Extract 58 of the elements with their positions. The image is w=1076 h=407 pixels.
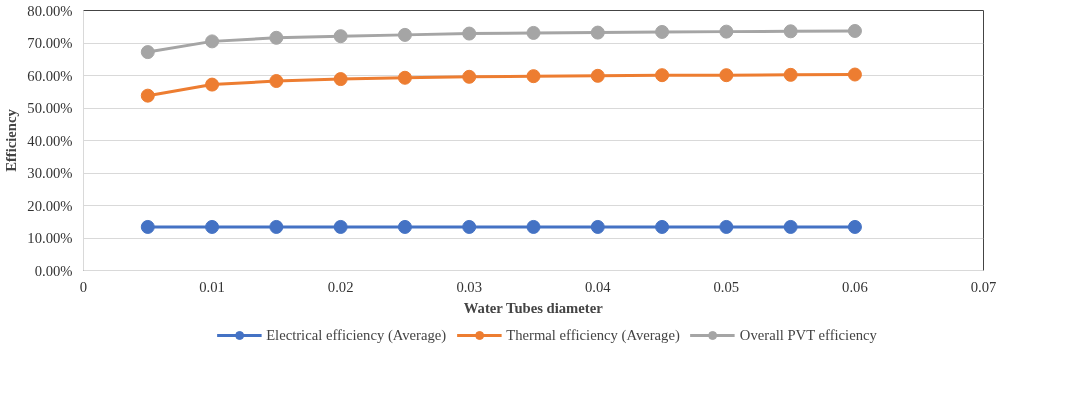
point — [140, 45, 155, 60]
point — [783, 219, 798, 234]
point — [719, 219, 734, 234]
x-tick-label: 0.05 — [713, 278, 740, 295]
point — [783, 67, 798, 82]
x-tick-label: 0.04 — [584, 278, 612, 295]
point — [462, 26, 477, 41]
x-tick-label: 0 — [79, 278, 88, 295]
point — [140, 88, 155, 103]
legend-label: Overall PVT efficiency — [739, 326, 877, 344]
point — [269, 219, 284, 234]
x-tick-label: 0.01 — [199, 278, 225, 295]
point — [333, 219, 348, 234]
point — [526, 219, 541, 234]
point — [397, 70, 412, 85]
point — [847, 219, 862, 234]
point — [783, 24, 798, 39]
point — [526, 69, 541, 84]
y-tick-label: 40.00% — [27, 132, 73, 149]
y-tick-label: 20.00% — [27, 197, 73, 214]
y-tick-label: 0.00% — [34, 262, 73, 279]
point — [205, 219, 220, 234]
point — [590, 25, 605, 40]
y-tick-label: 30.00% — [27, 165, 73, 181]
point — [397, 219, 412, 234]
x-tick-label: 0.07 — [970, 278, 997, 295]
y-tick-label: 80.00% — [27, 2, 73, 19]
point — [847, 67, 862, 82]
point — [269, 74, 284, 89]
point — [847, 23, 862, 38]
point — [269, 30, 284, 45]
y-tick-label: 10.00% — [27, 230, 73, 246]
point — [719, 24, 734, 39]
x-axis-title: Water Tubes diameter — [463, 299, 604, 316]
x-tick-label: 0.03 — [456, 278, 483, 295]
y-tick-label: 70.00% — [27, 35, 73, 51]
point — [205, 34, 220, 49]
point — [333, 72, 348, 87]
point — [590, 219, 605, 234]
point — [205, 77, 220, 92]
y-axis-title: Efficiency — [3, 108, 20, 172]
point — [526, 25, 541, 40]
legend-label: Electrical efficiency (Average) — [266, 326, 447, 344]
point — [655, 68, 670, 83]
point — [590, 68, 605, 83]
y-tick-label: 60.00% — [27, 67, 73, 84]
point — [333, 29, 348, 44]
x-tick-label: 0.06 — [842, 278, 868, 295]
legend-label: Thermal efficiency (Average) — [506, 326, 680, 344]
point — [719, 68, 734, 83]
point — [462, 69, 477, 84]
point — [462, 219, 477, 234]
x-tick-label: 0.02 — [327, 278, 354, 295]
point — [655, 24, 670, 39]
point — [397, 27, 412, 42]
y-tick-label: 50.00% — [27, 100, 73, 116]
point — [140, 219, 155, 234]
point — [655, 219, 670, 234]
